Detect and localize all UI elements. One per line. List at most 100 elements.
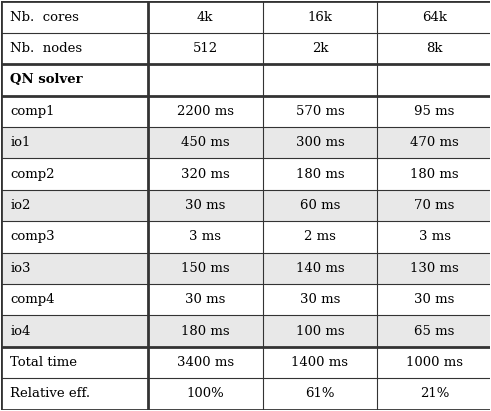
Bar: [377, 378, 491, 410]
Bar: [148, 190, 263, 221]
Bar: [1, 33, 148, 64]
Bar: [148, 378, 263, 410]
Bar: [263, 284, 377, 315]
Text: 1000 ms: 1000 ms: [406, 356, 463, 369]
Bar: [1, 378, 148, 410]
Text: 3400 ms: 3400 ms: [177, 356, 234, 369]
Text: 320 ms: 320 ms: [181, 168, 230, 180]
Text: Nb.  nodes: Nb. nodes: [10, 42, 82, 55]
Text: 470 ms: 470 ms: [410, 136, 459, 149]
Bar: [148, 284, 263, 315]
Bar: [148, 158, 263, 190]
Bar: [377, 127, 491, 158]
Text: 180 ms: 180 ms: [181, 325, 229, 337]
Bar: [377, 190, 491, 221]
Text: 95 ms: 95 ms: [414, 105, 455, 118]
Text: 65 ms: 65 ms: [414, 325, 455, 337]
Bar: [1, 158, 148, 190]
Bar: [1, 347, 148, 378]
Text: 180 ms: 180 ms: [410, 168, 459, 180]
Text: io1: io1: [10, 136, 30, 149]
Bar: [263, 315, 377, 347]
Text: 150 ms: 150 ms: [181, 262, 229, 275]
Bar: [377, 158, 491, 190]
Text: 3 ms: 3 ms: [189, 231, 221, 243]
Text: Relative eff.: Relative eff.: [10, 388, 90, 400]
Text: comp1: comp1: [10, 105, 55, 118]
Bar: [263, 190, 377, 221]
Text: io2: io2: [10, 199, 30, 212]
Text: 30 ms: 30 ms: [414, 293, 455, 306]
Bar: [377, 221, 491, 253]
Text: 8k: 8k: [427, 42, 443, 55]
Bar: [377, 315, 491, 347]
Bar: [148, 33, 263, 64]
Text: 180 ms: 180 ms: [296, 168, 344, 180]
Bar: [148, 96, 263, 127]
Bar: [1, 190, 148, 221]
Bar: [1, 284, 148, 315]
Bar: [148, 127, 263, 158]
Text: 21%: 21%: [420, 388, 449, 400]
Text: QN solver: QN solver: [10, 74, 83, 86]
Bar: [148, 1, 263, 33]
Bar: [148, 64, 263, 96]
Bar: [1, 315, 148, 347]
Bar: [263, 96, 377, 127]
Bar: [1, 96, 148, 127]
Text: 100%: 100%: [187, 388, 224, 400]
Text: comp2: comp2: [10, 168, 55, 180]
Text: 70 ms: 70 ms: [414, 199, 455, 212]
Text: 3 ms: 3 ms: [419, 231, 451, 243]
Bar: [1, 64, 148, 96]
Bar: [377, 33, 491, 64]
Bar: [1, 253, 148, 284]
Bar: [377, 64, 491, 96]
Text: 570 ms: 570 ms: [296, 105, 344, 118]
Text: 130 ms: 130 ms: [410, 262, 459, 275]
Text: 2k: 2k: [312, 42, 328, 55]
Bar: [148, 315, 263, 347]
Bar: [148, 253, 263, 284]
Bar: [148, 221, 263, 253]
Text: 60 ms: 60 ms: [300, 199, 340, 212]
Text: 300 ms: 300 ms: [296, 136, 344, 149]
Bar: [1, 127, 148, 158]
Bar: [1, 1, 148, 33]
Text: 140 ms: 140 ms: [296, 262, 344, 275]
Text: 30 ms: 30 ms: [185, 293, 225, 306]
Bar: [148, 347, 263, 378]
Bar: [377, 284, 491, 315]
Bar: [263, 64, 377, 96]
Text: 1400 ms: 1400 ms: [292, 356, 349, 369]
Text: 16k: 16k: [307, 11, 332, 23]
Bar: [263, 253, 377, 284]
Bar: [263, 158, 377, 190]
Text: io3: io3: [10, 262, 30, 275]
Bar: [263, 347, 377, 378]
Text: 2 ms: 2 ms: [304, 231, 336, 243]
Bar: [377, 1, 491, 33]
Text: 2200 ms: 2200 ms: [177, 105, 234, 118]
Bar: [1, 221, 148, 253]
Bar: [377, 347, 491, 378]
Text: comp4: comp4: [10, 293, 55, 306]
Text: 30 ms: 30 ms: [185, 199, 225, 212]
Bar: [263, 378, 377, 410]
Bar: [263, 1, 377, 33]
Text: comp3: comp3: [10, 231, 55, 243]
Bar: [377, 96, 491, 127]
Text: 512: 512: [192, 42, 218, 55]
Text: Total time: Total time: [10, 356, 77, 369]
Text: 100 ms: 100 ms: [296, 325, 344, 337]
Text: 30 ms: 30 ms: [300, 293, 340, 306]
Text: io4: io4: [10, 325, 30, 337]
Bar: [377, 253, 491, 284]
Bar: [263, 221, 377, 253]
Text: 450 ms: 450 ms: [181, 136, 229, 149]
Text: 64k: 64k: [422, 11, 447, 23]
Text: Nb.  cores: Nb. cores: [10, 11, 79, 23]
Text: 61%: 61%: [305, 388, 335, 400]
Bar: [263, 33, 377, 64]
Bar: [263, 127, 377, 158]
